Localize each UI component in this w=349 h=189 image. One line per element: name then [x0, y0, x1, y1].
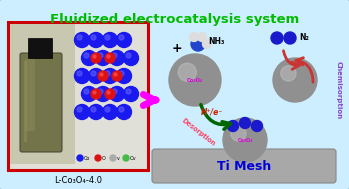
Text: Fluidized electrocatalysis system: Fluidized electrocatalysis system [50, 13, 300, 26]
Circle shape [110, 50, 125, 66]
Circle shape [91, 107, 96, 112]
Circle shape [105, 71, 110, 76]
Circle shape [84, 53, 89, 58]
Text: Desorption: Desorption [180, 117, 216, 147]
Circle shape [91, 35, 96, 40]
Circle shape [126, 89, 131, 94]
Circle shape [91, 53, 101, 63]
Circle shape [74, 68, 89, 84]
Circle shape [126, 53, 131, 58]
Circle shape [105, 89, 115, 99]
Text: Co₃O₄: Co₃O₄ [187, 77, 203, 83]
Circle shape [223, 118, 267, 162]
Text: NH₃: NH₃ [208, 36, 224, 46]
Circle shape [82, 87, 97, 101]
Circle shape [77, 71, 82, 76]
Circle shape [107, 91, 110, 94]
Circle shape [112, 89, 117, 94]
Circle shape [91, 71, 96, 76]
Circle shape [112, 71, 122, 81]
Circle shape [284, 32, 296, 44]
Text: v: v [117, 156, 120, 160]
Bar [28, 38, 52, 58]
Text: Co: Co [84, 156, 90, 160]
Text: O: O [102, 156, 106, 160]
Text: Co₃O₄: Co₃O₄ [237, 138, 253, 143]
Circle shape [107, 55, 110, 58]
Circle shape [119, 71, 124, 76]
Circle shape [77, 155, 83, 161]
Circle shape [191, 37, 205, 51]
Circle shape [74, 33, 89, 47]
Circle shape [77, 35, 82, 40]
Circle shape [202, 40, 211, 49]
Circle shape [84, 89, 89, 94]
Circle shape [105, 35, 110, 40]
Circle shape [228, 121, 238, 132]
Circle shape [124, 87, 139, 101]
Circle shape [89, 33, 104, 47]
Circle shape [231, 126, 246, 141]
Circle shape [95, 155, 101, 161]
Text: Ti Mesh: Ti Mesh [217, 160, 271, 173]
Circle shape [124, 50, 139, 66]
Circle shape [98, 53, 103, 58]
Circle shape [112, 53, 117, 58]
Circle shape [117, 105, 132, 119]
Circle shape [198, 33, 207, 42]
Text: L-Co₃O₄-4.0: L-Co₃O₄-4.0 [54, 176, 102, 185]
Circle shape [281, 66, 296, 81]
Circle shape [77, 107, 82, 112]
FancyBboxPatch shape [20, 53, 62, 152]
Circle shape [252, 121, 262, 132]
Circle shape [123, 155, 129, 161]
Circle shape [117, 68, 132, 84]
Circle shape [74, 105, 89, 119]
Circle shape [110, 87, 125, 101]
Circle shape [103, 68, 118, 84]
Circle shape [103, 105, 118, 119]
Text: Ov: Ov [130, 156, 136, 160]
Circle shape [89, 68, 104, 84]
Text: N₂: N₂ [299, 33, 309, 43]
Circle shape [98, 89, 103, 94]
Circle shape [271, 32, 283, 44]
Circle shape [110, 155, 116, 161]
Circle shape [105, 107, 110, 112]
Circle shape [190, 33, 199, 42]
Circle shape [93, 91, 96, 94]
Circle shape [93, 55, 96, 58]
Text: H⁺/e⁻: H⁺/e⁻ [201, 108, 223, 116]
Circle shape [114, 73, 117, 76]
Circle shape [169, 54, 221, 106]
Circle shape [96, 50, 111, 66]
Text: +: + [172, 42, 182, 54]
Circle shape [96, 87, 111, 101]
Circle shape [82, 50, 97, 66]
FancyBboxPatch shape [25, 59, 35, 131]
Circle shape [91, 89, 101, 99]
Circle shape [178, 63, 196, 81]
Circle shape [100, 73, 103, 76]
Bar [10, 24, 75, 164]
Bar [8, 22, 148, 170]
Circle shape [98, 71, 108, 81]
Circle shape [117, 33, 132, 47]
FancyBboxPatch shape [152, 149, 336, 183]
Circle shape [105, 53, 115, 63]
Circle shape [103, 33, 118, 47]
Circle shape [273, 58, 317, 102]
Circle shape [239, 118, 251, 129]
Circle shape [119, 107, 124, 112]
Text: Chemisorption: Chemisorption [336, 61, 342, 119]
Circle shape [119, 35, 124, 40]
Circle shape [89, 105, 104, 119]
